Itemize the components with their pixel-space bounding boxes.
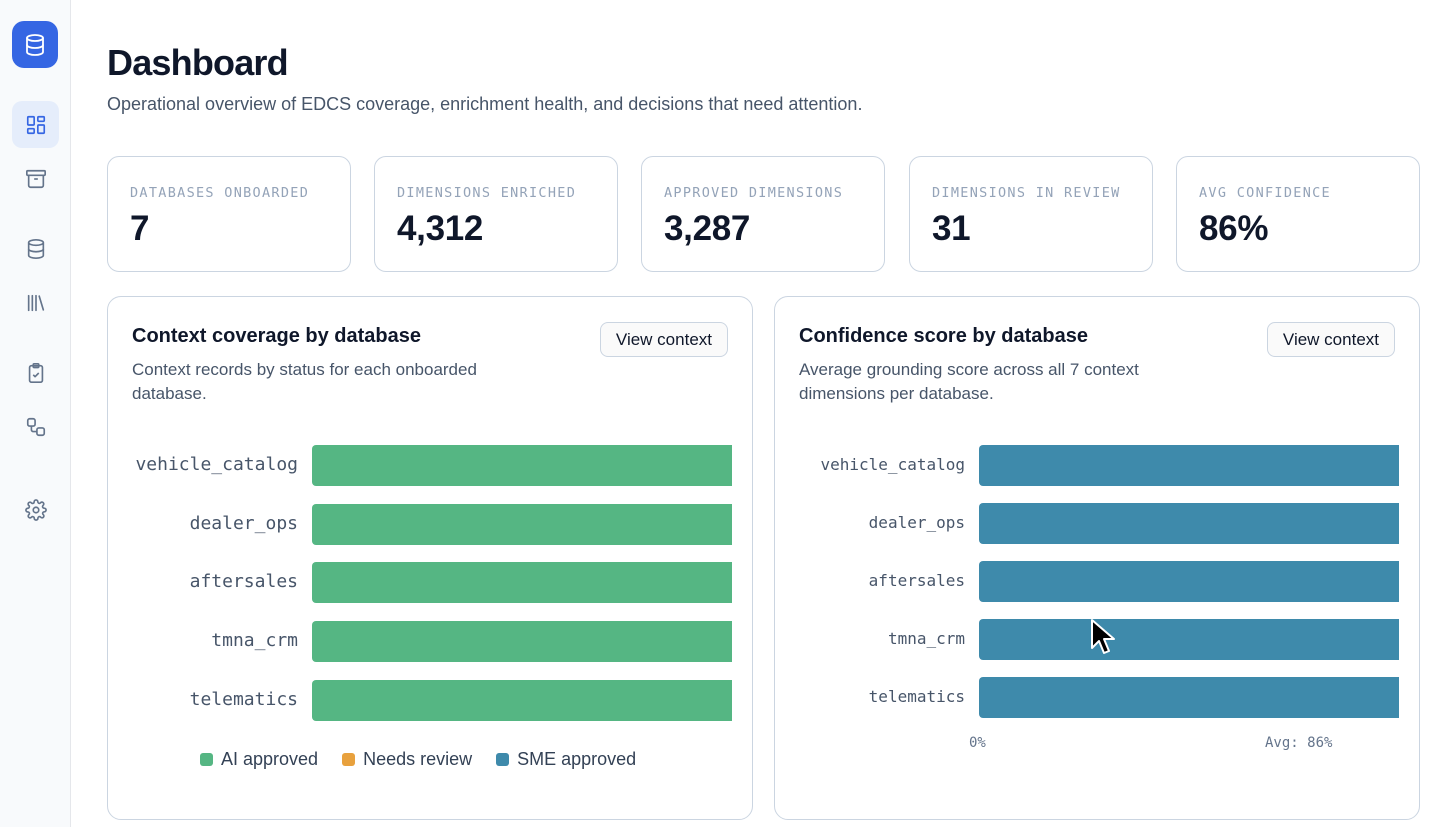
nav-databases[interactable] xyxy=(12,225,59,272)
kpi-value: 86% xyxy=(1199,209,1269,248)
kpi-card-approved-dimensions: APPROVED DIMENSIONS 3,287 xyxy=(641,156,885,272)
kpi-label: APPROVED DIMENSIONS xyxy=(664,185,844,201)
bar xyxy=(312,503,732,545)
axis-tick-average: Avg: 86% xyxy=(1265,735,1333,751)
page-subtitle: Operational overview of EDCS coverage, e… xyxy=(107,94,863,114)
legend-label: Needs review xyxy=(363,749,473,769)
view-context-button[interactable]: View context xyxy=(599,322,728,357)
kpi-label: DIMENSIONS ENRICHED xyxy=(397,185,577,201)
page-title: Dashboard xyxy=(107,42,289,83)
legend-swatch xyxy=(496,753,510,766)
bar xyxy=(312,562,732,604)
kpi-value: 4,312 xyxy=(397,209,484,248)
kpi-label: AVG CONFIDENCE xyxy=(1199,185,1331,201)
legend-label: AI approved xyxy=(221,749,319,769)
bar xyxy=(312,621,732,663)
nav-workflows[interactable] xyxy=(12,403,59,450)
bar-label: aftersales xyxy=(189,571,298,593)
bar-label: tmna_crm xyxy=(887,629,965,648)
bar-label: vehicle_catalog xyxy=(135,454,298,475)
panel-title: Confidence score by database xyxy=(799,325,1088,347)
legend-swatch xyxy=(200,753,213,766)
bar-label: aftersales xyxy=(868,571,965,590)
mouse-cursor-icon xyxy=(1091,619,1115,654)
library-icon xyxy=(27,294,44,311)
bar-label: dealer_ops xyxy=(189,512,298,534)
sidebar xyxy=(0,0,71,827)
bar-label: telematics xyxy=(189,688,298,710)
bar xyxy=(979,677,1399,718)
kpi-card-avg-confidence: AVG CONFIDENCE 86% xyxy=(1176,156,1420,272)
panel-description: Context records by status for each onboa… xyxy=(132,360,477,403)
view-context-button[interactable]: View context xyxy=(1266,322,1395,357)
kpi-value: 3,287 xyxy=(664,209,751,248)
kpi-card-databases: DATABASES ONBOARDED 7 xyxy=(107,156,351,272)
bar xyxy=(979,503,1399,544)
database-icon xyxy=(27,238,44,259)
bar xyxy=(312,679,732,721)
chart-legend: AI approved Needs review SME approved xyxy=(200,749,636,770)
kpi-card-dimensions-in-review: DIMENSIONS IN REVIEW 31 xyxy=(909,156,1153,272)
nav-library[interactable] xyxy=(12,279,59,326)
gear-icon xyxy=(24,498,47,521)
confidence-panel: Confidence score by database Average gro… xyxy=(774,296,1420,820)
axis-tick-start: 0% xyxy=(969,735,986,751)
panel-description: Average grounding score across all 7 con… xyxy=(799,360,1139,403)
bar xyxy=(312,445,732,486)
bar-label: vehicle_catalog xyxy=(820,455,966,474)
legend-label: SME approved xyxy=(517,749,637,769)
bar xyxy=(979,445,1399,486)
app-logo[interactable] xyxy=(12,21,58,68)
bar xyxy=(979,619,1399,660)
nav-dashboard[interactable] xyxy=(12,101,59,148)
kpi-value: 7 xyxy=(130,209,150,248)
kpi-label: DATABASES ONBOARDED xyxy=(130,185,310,201)
bar-label: dealer_ops xyxy=(868,513,965,532)
dashboard-icon xyxy=(26,115,45,134)
kpi-value: 31 xyxy=(932,209,971,248)
clipboard-check-icon xyxy=(28,362,43,383)
legend-swatch xyxy=(342,753,356,766)
kpi-label: DIMENSIONS IN REVIEW xyxy=(932,185,1121,201)
kpi-card-dimensions-enriched: DIMENSIONS ENRICHED 4,312 xyxy=(374,156,618,272)
legend-item: Needs review xyxy=(342,749,472,770)
workflow-icon xyxy=(26,417,45,436)
bar-label: telematics xyxy=(868,687,965,706)
nav-reviews[interactable] xyxy=(12,349,59,396)
legend-item: SME approved xyxy=(496,749,636,770)
nav-settings[interactable] xyxy=(12,486,59,533)
archive-icon xyxy=(25,169,46,188)
legend-item: AI approved xyxy=(200,749,318,770)
database-icon xyxy=(26,33,44,56)
panel-title: Context coverage by database xyxy=(132,325,421,347)
coverage-panel: Context coverage by database Context rec… xyxy=(107,296,753,820)
nav-archive[interactable] xyxy=(12,155,59,202)
bar xyxy=(979,561,1399,602)
bar-label: tmna_crm xyxy=(211,630,298,652)
